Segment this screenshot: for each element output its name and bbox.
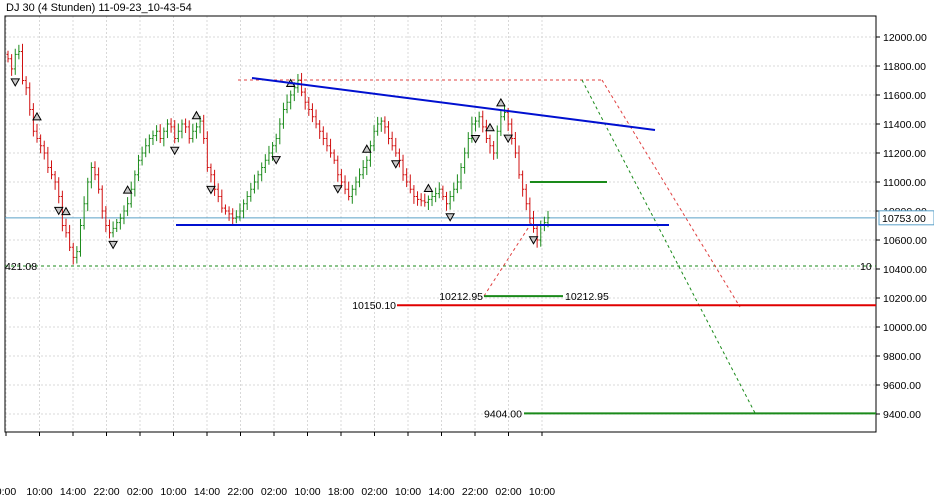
- target-level-label: 9404.00: [484, 408, 522, 420]
- fractal-down-arrow: [10, 78, 21, 87]
- fractal-down-arrow: [390, 160, 401, 169]
- fractal-down-arrow: [53, 206, 64, 216]
- level-labels: 10150.10 9404.00 10212.95 10212.95 421.08 10 1…: [5, 210, 934, 420]
- x-tick-label: 22:00: [93, 486, 119, 498]
- fractal-up-arrow: [361, 144, 372, 153]
- x-tick-label: 22:00: [462, 486, 488, 498]
- x-tick-label: 02:00: [361, 486, 387, 498]
- fractal-down-arrow: [528, 236, 539, 245]
- y-tick-label: 9600.00: [883, 380, 921, 392]
- measured-move-label-right: 10212.95: [565, 291, 609, 303]
- x-tick-label: 14:00: [428, 486, 454, 498]
- x-tick-label: 10:00: [26, 486, 52, 498]
- projection-dashed-red: [483, 221, 533, 297]
- x-tick-label: 10:00: [529, 486, 555, 498]
- fractal-up-arrow: [423, 183, 434, 192]
- y-tick-label: 11400.00: [883, 119, 926, 131]
- x-tick-label: 02:00: [127, 486, 153, 498]
- x-tick-label: 14:00: [60, 486, 86, 498]
- support-level-label: 10150.10: [352, 300, 396, 312]
- x-tick-label: 10:00: [294, 486, 320, 498]
- fractal-down-arrow: [470, 135, 481, 144]
- y-axis: 12000.00 11800.00 11600.00 11400.00 11200.00…: [876, 32, 927, 421]
- x-tick-label: 02:00: [261, 486, 287, 498]
- y-tick-label: 11600.00: [883, 90, 926, 102]
- y-tick-label: 11200.00: [883, 148, 926, 160]
- x-tick-label: 14:00: [194, 486, 220, 498]
- y-tick-label: 12000.00: [883, 32, 927, 44]
- y-tick-label: 10400.00: [883, 264, 927, 276]
- fractal-up-arrow: [32, 111, 42, 121]
- y-tick-label: 9400.00: [883, 409, 921, 421]
- y-tick-label: 10600.00: [883, 235, 927, 247]
- fractal-down-arrow: [108, 240, 118, 250]
- fractal-up-arrow: [61, 206, 71, 216]
- fractal-down-arrow: [206, 185, 216, 195]
- y-tick-label: 9800.00: [883, 351, 921, 363]
- fractal-arrows: [10, 78, 539, 250]
- projection-dashed-green: [581, 79, 756, 414]
- fractal-down-arrow: [271, 156, 282, 165]
- x-tick-label: 18:00: [328, 486, 354, 498]
- x-tick-label: 02:00: [495, 486, 521, 498]
- x-tick-label: 22:00: [227, 486, 253, 498]
- x-axis: 0:00 10:00 14:00 22:00 02:00 10:00 14:00 22:00 0…: [0, 432, 555, 498]
- fractal-down-arrow: [169, 146, 180, 156]
- fractal-down-arrow: [445, 213, 456, 222]
- chart-title: DJ 30 (4 Stunden) 11-09-23_10-43-54: [6, 2, 192, 14]
- fractal-up-arrow: [191, 110, 202, 120]
- fractal-up-arrow: [496, 97, 506, 107]
- y-tick-label: 10200.00: [883, 293, 927, 305]
- measured-move-label-left: 10212.95: [439, 291, 483, 303]
- plot-frame: [4, 15, 877, 433]
- channel-right-dashed: [601, 79, 741, 308]
- candles: [6, 43, 550, 265]
- y-tick-label: 10000.00: [883, 322, 927, 334]
- fractal-up-arrow: [485, 122, 495, 132]
- x-tick-label: 10:00: [160, 486, 186, 498]
- current-price-box: [878, 210, 934, 226]
- fractal-down-arrow: [332, 185, 343, 194]
- x-tick-label: 10:00: [395, 486, 421, 498]
- descending-trendline: [251, 77, 656, 131]
- fractal-up-arrow: [122, 185, 133, 194]
- drawings-over: [176, 77, 876, 415]
- x-tick-label: 0:00: [0, 486, 16, 498]
- current-price-label: 10753.00: [882, 213, 926, 225]
- y-tick-label: 11800.00: [883, 61, 926, 73]
- left-edge-label: 421.08: [5, 261, 37, 273]
- fractal-down-arrow: [503, 134, 513, 144]
- y-tick-label: 11000.00: [883, 177, 926, 189]
- right-edge-label: 10: [860, 261, 872, 273]
